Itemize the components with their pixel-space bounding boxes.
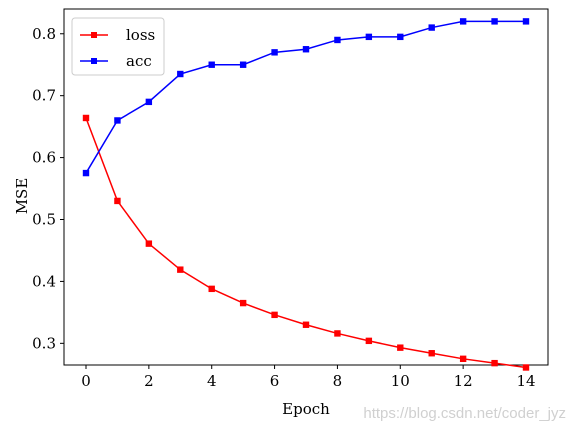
legend-label-acc: acc <box>126 52 152 70</box>
point-acc <box>334 36 341 44</box>
y-tick-label: 0.8 <box>32 25 56 43</box>
point-loss <box>271 311 278 319</box>
point-loss <box>82 114 90 122</box>
point-loss <box>459 355 467 363</box>
x-axis-label: Epoch <box>282 400 330 418</box>
point-acc <box>208 61 215 68</box>
y-axis-label: MSE <box>13 178 31 215</box>
x-tick-label: 14 <box>516 372 535 390</box>
point-acc <box>302 46 310 53</box>
y-tick-label: 0.6 <box>32 149 56 167</box>
legend-marker-acc <box>91 58 97 64</box>
point-acc <box>145 98 153 106</box>
point-acc <box>271 49 278 56</box>
legend-marker-loss <box>91 32 97 38</box>
x-axis-ticks: 0 2 4 6 8 10 12 14 <box>81 365 536 390</box>
point-acc <box>428 24 435 31</box>
x-tick-label: 6 <box>270 372 280 390</box>
watermark: https://blog.csdn.net/coder_jyz <box>363 405 566 422</box>
x-tick-label: 4 <box>207 372 217 390</box>
point-loss <box>302 321 310 328</box>
point-loss <box>239 299 247 307</box>
point-acc <box>177 70 184 78</box>
x-tick-label: 10 <box>391 372 410 390</box>
point-loss <box>114 197 121 205</box>
x-tick-label: 12 <box>454 372 473 390</box>
point-acc <box>491 18 498 25</box>
legend: loss acc <box>71 17 165 76</box>
point-loss <box>208 285 215 293</box>
point-loss <box>428 350 435 357</box>
y-tick-label: 0.4 <box>32 272 56 290</box>
y-tick-label: 0.7 <box>32 87 56 105</box>
point-loss <box>145 240 153 247</box>
x-tick-label: 8 <box>333 372 343 390</box>
point-acc <box>397 33 404 41</box>
point-acc <box>459 18 467 25</box>
y-axis-ticks: 0.3 0.4 0.5 0.6 0.7 0.8 <box>32 25 64 352</box>
point-acc <box>239 61 247 68</box>
series-layer <box>82 18 530 371</box>
point-loss <box>177 266 184 273</box>
point-loss <box>397 344 404 351</box>
y-tick-label: 0.3 <box>32 334 56 352</box>
point-loss <box>491 359 498 367</box>
point-acc <box>365 33 373 41</box>
point-loss <box>522 364 530 371</box>
x-tick-label: 0 <box>81 372 91 390</box>
legend-label-loss: loss <box>126 26 155 44</box>
x-tick-label: 2 <box>144 372 154 390</box>
point-acc <box>82 169 90 177</box>
y-tick-label: 0.5 <box>32 211 56 229</box>
point-acc <box>114 117 121 124</box>
point-acc <box>522 18 530 25</box>
point-loss <box>334 330 341 337</box>
point-loss <box>365 337 373 345</box>
